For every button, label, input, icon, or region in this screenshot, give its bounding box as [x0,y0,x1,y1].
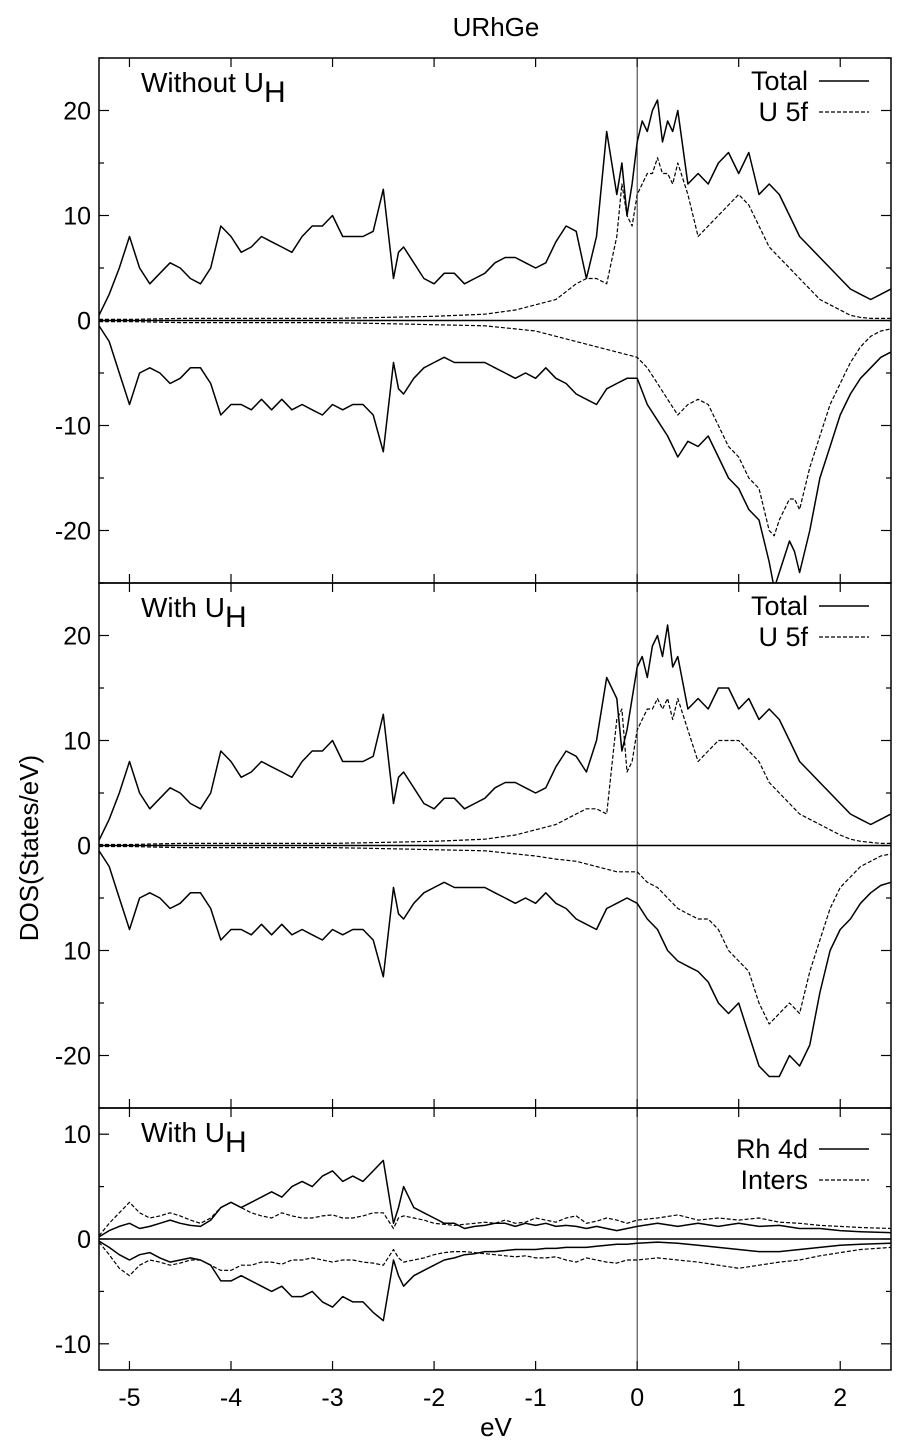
y-tick-label: 10 [63,1121,91,1149]
y-tick-label: 0 [77,833,91,861]
x-axis-title: eV [480,1412,512,1442]
x-tick-label: -1 [524,1384,546,1412]
legend-label: U 5f [758,622,808,652]
y-tick-label: 10 [63,728,91,756]
series-group [99,99,891,583]
y-tick-label: 20 [63,623,91,651]
y-tick-label: -10 [55,413,91,441]
y-tick-label: 20 [63,98,91,126]
legend-label: U 5f [758,97,808,127]
series-group [99,1159,891,1322]
legend-label: Total [751,591,808,621]
y-tick-label: 0 [77,308,91,336]
series-line-inters-spin-down [99,1241,891,1277]
panel-label: Without UH [141,67,286,109]
series-line-u-5f-spin-up [99,157,891,320]
panel-label: With UH [141,1117,247,1159]
series-line-total-spin-down [99,850,891,1078]
series-line-total-spin-down [99,325,891,583]
y-axis-title: DOS(States/eV) [14,755,44,941]
x-tick-label: -2 [423,1384,445,1412]
panel-label-main: With U [141,1117,225,1148]
series-line-rh-4d-spin-down [99,1240,891,1322]
series-line-u-5f-spin-up [99,697,891,846]
panel-label: With UH [141,592,247,634]
series-line-u-5f-spin-down [99,321,891,537]
panel-label-subscript: H [225,601,247,634]
y-tick-label: 0 [77,1226,91,1254]
series-line-rh-4d-spin-up [99,1159,891,1238]
legend-label: Inters [740,1165,808,1195]
y-tick-label: -20 [55,1043,91,1071]
x-tick-label: -3 [321,1384,343,1412]
x-tick-labels: -5 -4 -3 -2 -1 0 1 2 [118,1384,847,1412]
legend-label: Rh 4d [736,1134,808,1164]
series-line-total-spin-up [99,624,891,841]
panel-label-subscript: H [264,76,286,109]
panel-label-main: Without U [141,67,264,98]
series-line-inters-spin-up [99,1201,891,1237]
y-tick-label: 10 [63,203,91,231]
panel-label-subscript: H [225,1126,247,1159]
y-tick-label: -10 [55,1331,91,1359]
x-tick-label: 0 [630,1384,644,1412]
series-line-u-5f-spin-down [99,845,891,1025]
series-group [99,624,891,1078]
x-tick-label: -4 [220,1384,242,1412]
series-line-total-spin-up [99,99,891,316]
y-tick-label: -20 [55,518,91,546]
x-tick-label: 1 [732,1384,746,1412]
panel-label-main: With U [141,592,225,623]
legend-label: Total [751,66,808,96]
chart-title: URhGe [453,12,540,42]
y-tick-label: 10 [63,938,91,966]
x-tick-label: 2 [833,1384,847,1412]
x-tick-label: -5 [118,1384,140,1412]
